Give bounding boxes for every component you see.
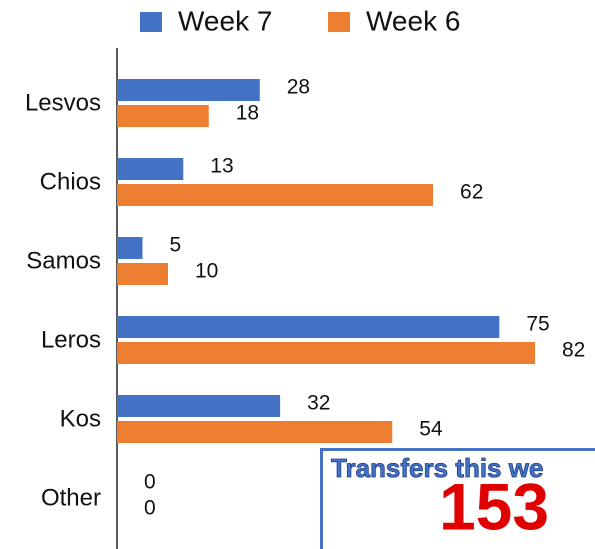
value-label: 0 [144, 497, 156, 520]
value-label: 75 [526, 313, 549, 336]
legend-swatch [140, 12, 162, 32]
value-label: 10 [195, 260, 218, 283]
value-label: 13 [210, 155, 233, 178]
y-tick-label: Other [41, 484, 101, 511]
bar [117, 79, 260, 101]
bar [117, 263, 168, 285]
legend-label: Week 6 [366, 5, 460, 36]
value-label: 62 [460, 181, 483, 204]
value-label: 54 [419, 418, 443, 441]
value-label: 28 [287, 76, 310, 99]
legend-swatch [328, 12, 350, 32]
value-label: 5 [169, 234, 181, 257]
bar [117, 184, 434, 206]
y-tick-label: Samos [26, 247, 101, 274]
bar [117, 105, 209, 127]
bar [117, 395, 281, 417]
value-label: 32 [307, 392, 330, 415]
value-label: 82 [562, 339, 585, 362]
y-tick-label: Chios [40, 168, 101, 195]
bar [117, 158, 184, 180]
y-tick-label: Leros [41, 326, 101, 353]
bar [117, 316, 500, 338]
bar [117, 342, 535, 364]
bar [117, 237, 143, 259]
annotation-box [320, 448, 595, 549]
bar [117, 421, 393, 443]
legend-label: Week 7 [178, 5, 272, 36]
y-tick-label: Lesvos [25, 89, 101, 116]
annotation-title: Transfers this we [331, 453, 543, 483]
value-label: 0 [144, 471, 156, 494]
value-label: 18 [236, 102, 259, 125]
y-tick-label: Kos [60, 405, 101, 432]
annotation-value: 153 [439, 469, 549, 543]
